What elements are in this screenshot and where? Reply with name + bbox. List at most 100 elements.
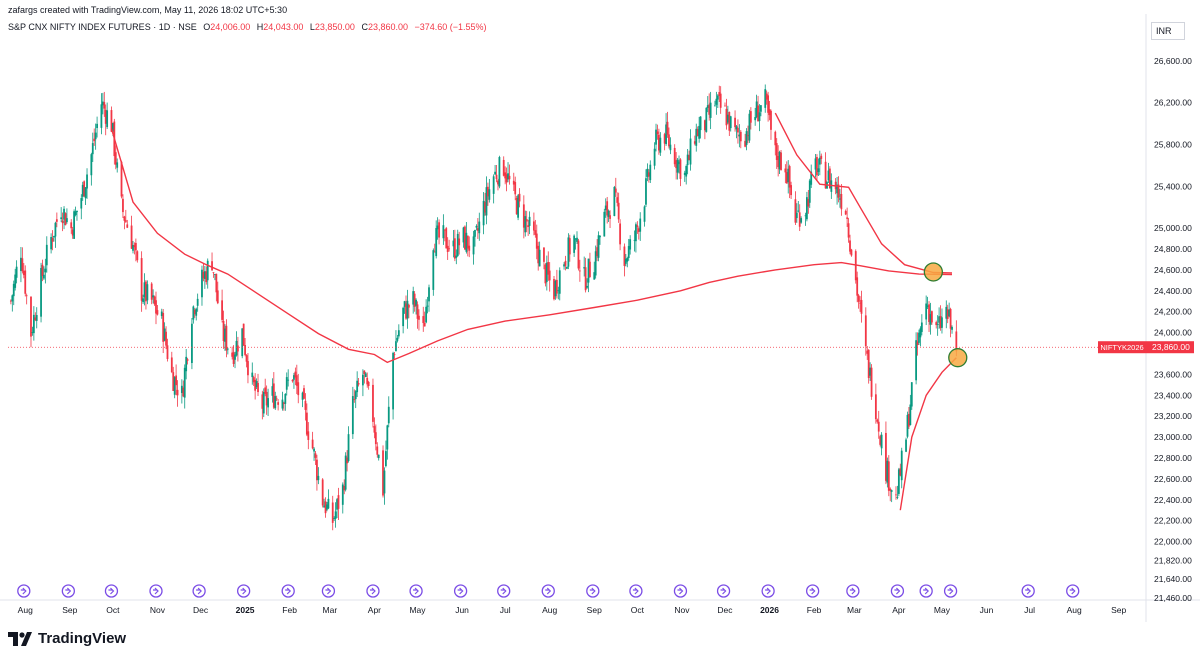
candle-body [905,439,907,452]
candle-body [676,159,679,173]
candle-body [74,211,77,216]
candle-body [166,345,169,359]
candle-body [955,331,958,352]
candle-body [257,382,259,393]
candle-body [110,110,113,132]
candle-body [84,187,87,199]
candle-body [508,175,511,180]
candle-body [734,117,736,128]
candle-body [245,355,248,362]
candle-body [747,135,749,137]
candle-body [182,387,185,397]
candle-body [222,320,225,341]
event-arrow-icon [65,587,72,595]
candle-body [442,225,445,239]
candle-body [574,238,577,240]
candle-body [800,218,803,223]
candle-body [196,298,199,306]
candle-body [807,199,810,207]
candle-body [627,246,630,259]
event-icon [321,584,336,598]
candle-body [805,197,808,220]
candle-body [512,180,515,185]
highlight-marker [948,348,968,368]
candle-body [589,261,591,278]
event-icon [497,584,511,598]
candle-body [86,174,88,189]
candle-body [275,398,278,400]
candle-body [356,380,359,393]
candle-body [343,485,346,491]
candle-body [351,396,354,435]
candle-body [468,245,471,251]
candle-body [709,102,712,118]
candle-body [846,217,849,219]
candle-body [535,233,538,249]
moving-average-recovery-line [899,357,957,511]
candle-body [906,414,909,437]
x-tick-label: Feb [282,605,297,615]
last-price-symbol: NIFTYK2026 [1100,343,1143,352]
candle-body [609,215,611,219]
candle-body [205,271,208,283]
candle-body [120,161,123,197]
candle-body [465,232,468,252]
candle-body [192,306,195,320]
currency-selector[interactable]: INR [1151,22,1185,40]
candle-body [554,280,557,297]
candle-body [765,93,768,100]
event-arrow-icon [240,587,247,595]
candle-body [925,303,928,320]
candle-body [635,224,637,242]
candle-body [32,314,35,334]
candle-body [693,141,696,144]
brand-name: TradingView [38,630,127,647]
y-tick-label: 24,000.00 [1154,328,1192,338]
candle-body [619,223,622,245]
candle-body [724,105,726,107]
event-icon [943,584,958,598]
y-tick-label: 25,800.00 [1154,139,1192,149]
x-tick-label: Oct [106,605,120,615]
candle-body [305,412,308,435]
candle-body [326,504,328,510]
x-tick-label: Jun [455,605,469,615]
candle-body [867,349,870,378]
highlight-marker [923,262,943,282]
candle-body [34,317,37,321]
candle-body [827,170,830,181]
candle-body [254,379,257,391]
candle-body [165,331,167,346]
candle-body [367,381,370,387]
event-icon [453,584,468,598]
event-icon [673,584,688,598]
event-icon [846,584,860,598]
candle-body [433,251,436,253]
x-tick-label: Aug [542,605,557,615]
candle-body [403,301,406,307]
candle-body [726,114,729,123]
last-price-badge [1146,341,1194,354]
candle-body [155,300,157,314]
candle-body [899,468,902,476]
candle-body [25,295,28,297]
symbol-name: S&P CNX NIFTY INDEX FUTURES · 1D · NSE [8,22,197,32]
candle-body [748,113,751,141]
candle-body [150,283,153,300]
y-tick-label: 22,000.00 [1154,537,1192,547]
candle-body [41,264,44,277]
candle-body [20,257,22,271]
candle-body [80,198,83,209]
high-value: 24,043.00 [263,22,304,32]
candle-body [353,399,356,400]
candle-body [859,302,861,304]
candle-body [606,201,609,216]
last-price-label: 23,860.00 [1152,342,1190,352]
candle-body [492,176,495,194]
candle-body [93,138,96,142]
candle-body [21,258,24,272]
candle-body [675,160,678,169]
candle-body [357,383,360,385]
candle-body [613,186,616,217]
